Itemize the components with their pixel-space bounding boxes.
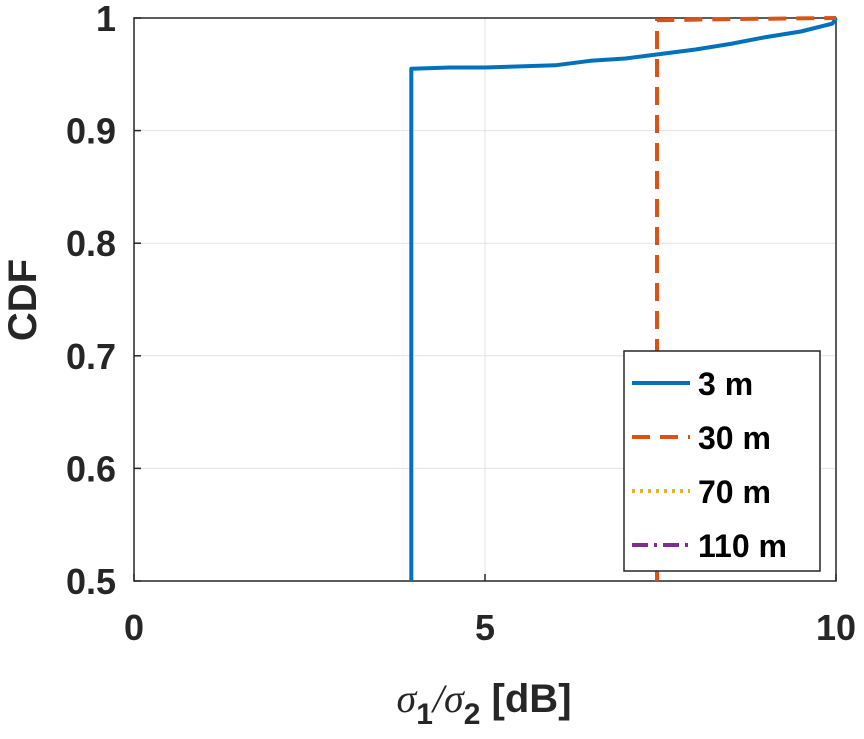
y-axis-label: CDF (1, 259, 45, 341)
y-tick-label: 0.5 (66, 561, 116, 602)
legend-label: 30 m (698, 420, 771, 456)
y-tick-label: 0.6 (66, 448, 116, 489)
x-tick-label: 10 (816, 607, 856, 648)
legend-label: 70 m (698, 474, 771, 510)
axis-ticks (133, 17, 837, 582)
series-line-30m (655, 16, 837, 581)
x-tick-label: 0 (124, 607, 144, 648)
y-tick-label: 0.8 (66, 223, 116, 264)
y-tick-labels: 0.5 0.6 0.7 0.8 0.9 1 (66, 0, 116, 602)
legend-label: 3 m (698, 366, 753, 402)
series-lines (409, 16, 838, 581)
series-line-3m (409, 16, 838, 581)
legend: 3 m 30 m 70 m 110 m (623, 350, 821, 572)
legend-box (623, 350, 821, 572)
y-tick-label: 0.7 (66, 336, 116, 377)
legend-label: 110 m (698, 528, 787, 564)
x-tick-labels: 0 5 10 (124, 607, 856, 648)
y-tick-label: 1 (96, 0, 116, 39)
y-tick-label: 0.9 (66, 111, 116, 152)
x-axis-label: σ1/σ2 [dB] (396, 676, 571, 731)
x-tick-label: 5 (475, 607, 495, 648)
